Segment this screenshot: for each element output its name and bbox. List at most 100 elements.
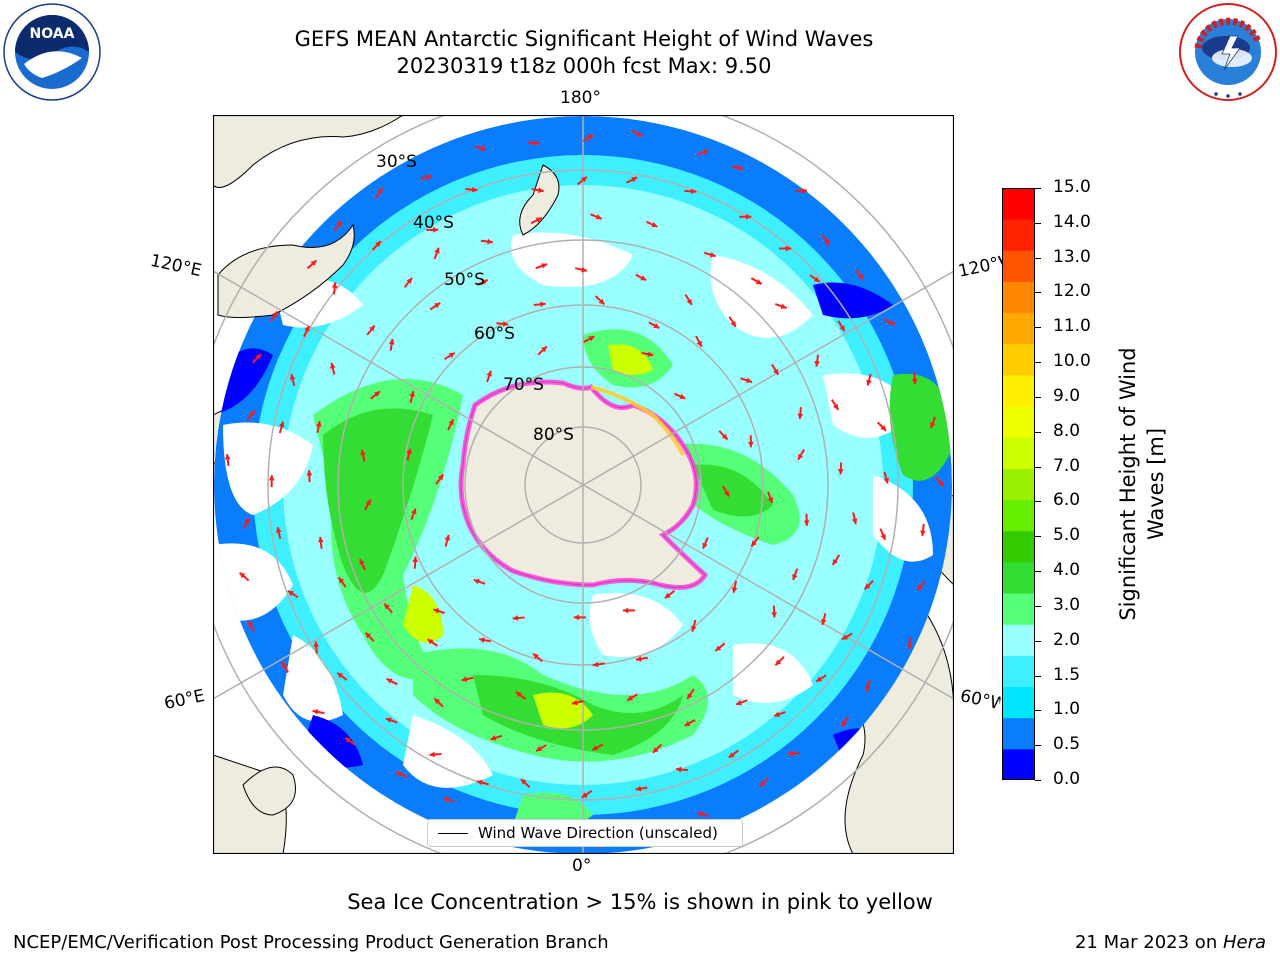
wave-arrow-head bbox=[331, 282, 338, 288]
footer-date-text: 21 Mar 2023 on bbox=[1074, 932, 1223, 953]
land-madagascar bbox=[242, 766, 296, 816]
wave-arrow-head bbox=[581, 266, 587, 273]
wave-arrow-head bbox=[721, 433, 728, 440]
colorbar-tick-label: 5.0 bbox=[1053, 525, 1081, 546]
colorbar-label: Significant Height of Wind Waves [m] bbox=[1114, 347, 1170, 620]
wave-arrow-head bbox=[429, 751, 435, 758]
wave-arrow-head bbox=[636, 131, 643, 137]
wave-arrow-head bbox=[386, 678, 393, 684]
colorbar-tick-label: 15.0 bbox=[1053, 177, 1091, 197]
wave-arrow-head bbox=[541, 346, 547, 353]
colorbar-tick-label: 1.0 bbox=[1053, 699, 1081, 720]
colorbar-segment bbox=[1002, 250, 1035, 282]
legend-line-swatch bbox=[438, 832, 468, 834]
wave-arrow-head bbox=[690, 625, 697, 632]
wave-arrow-head bbox=[287, 590, 294, 597]
colorbar-tick-mark bbox=[1035, 675, 1041, 677]
colorbar-tick-label: 4.0 bbox=[1053, 560, 1081, 581]
wind-wave-arrows bbox=[224, 129, 945, 849]
wave-arrow-head bbox=[664, 592, 671, 599]
lon-label-60e: 60°E bbox=[162, 685, 207, 715]
lon-label-0: 0° bbox=[572, 856, 592, 876]
wave-arrow-head bbox=[490, 735, 497, 741]
wave-arrow-head bbox=[731, 587, 738, 593]
wave-arrow-head bbox=[814, 360, 820, 367]
land-corner-top-left bbox=[213, 115, 404, 188]
legend-label: Wind Wave Direction (unscaled) bbox=[478, 824, 718, 842]
wave-arrow-head bbox=[803, 520, 810, 526]
colorbar-label-line-1: Significant Height of Wind bbox=[1116, 347, 1140, 621]
wave-arrow-head bbox=[652, 747, 659, 753]
wave-arrow-head bbox=[533, 653, 539, 660]
colorbar-tick-mark bbox=[1035, 327, 1041, 329]
wave-arrow-head bbox=[473, 578, 480, 585]
wave-arrow-head bbox=[938, 480, 944, 487]
colorbar-tick-label: 13.0 bbox=[1053, 246, 1091, 267]
wave-arrow-head bbox=[697, 811, 704, 818]
wave-arrow-head bbox=[801, 187, 807, 194]
colorbar-tick-mark bbox=[1035, 292, 1041, 294]
colorbar-segment bbox=[1002, 748, 1035, 781]
wave-arrow-head bbox=[748, 441, 754, 448]
wave-arrow-head bbox=[395, 771, 402, 778]
wave-arrow-head bbox=[622, 607, 629, 614]
wave-arrow-head bbox=[487, 238, 493, 245]
wave-arrow-head bbox=[690, 188, 697, 195]
wave-arrow-head bbox=[723, 490, 729, 497]
wave-arrow-head bbox=[587, 134, 594, 140]
lat-label-70s: 70°S bbox=[503, 375, 544, 395]
wave-arrow-head bbox=[823, 239, 830, 246]
wave-arrow-head bbox=[432, 226, 439, 233]
wave-arrow-head bbox=[759, 780, 766, 787]
footer-date: 21 Mar 2023 on Hera bbox=[1075, 932, 1266, 953]
wave-arrow-head bbox=[306, 470, 313, 476]
wave-arrow-head bbox=[329, 362, 336, 369]
wave-arrow-head bbox=[709, 251, 716, 258]
wave-arrow-head bbox=[360, 449, 366, 456]
colorbar-tick-label: 1.5 bbox=[1053, 664, 1081, 685]
wave-arrow-head bbox=[715, 645, 722, 651]
noaa-logo-text: NOAA bbox=[30, 26, 75, 42]
wave-arrow-head bbox=[533, 140, 539, 146]
wave-arrow-head bbox=[248, 621, 254, 628]
colorbar-tick-mark bbox=[1035, 605, 1041, 607]
colorbar-label-line-2: Waves [m] bbox=[1144, 427, 1168, 541]
wave-arrow-head bbox=[406, 277, 413, 284]
title-line-2: 20230319 t18z 000h fcst Max: 9.50 bbox=[396, 54, 772, 78]
wave-arrow-head bbox=[244, 517, 250, 524]
wave-arrow-head bbox=[481, 279, 488, 285]
wave-arrow-head bbox=[275, 527, 282, 533]
colorbar-tick-mark bbox=[1035, 745, 1041, 747]
wave-arrow-head bbox=[627, 695, 634, 701]
wave-arrow-head bbox=[249, 410, 255, 417]
lat-label-60s: 60°S bbox=[474, 324, 515, 344]
wave-arrow-head bbox=[476, 779, 483, 786]
wave-arrow-head bbox=[433, 608, 440, 614]
wave-arrow-head bbox=[365, 499, 371, 506]
wave-arrow-head bbox=[338, 577, 345, 584]
wave-arrow-head bbox=[502, 321, 509, 327]
wave-arrow-head bbox=[675, 766, 682, 773]
colorbar-segment bbox=[1002, 468, 1035, 501]
colorbar-tick-mark bbox=[1035, 188, 1041, 189]
wave-arrow-head bbox=[635, 656, 642, 662]
map-panel bbox=[212, 114, 955, 855]
wave-arrow-head bbox=[889, 319, 896, 325]
wave-arrow-head bbox=[797, 413, 804, 420]
wave-arrow-head bbox=[365, 632, 372, 639]
wave-arrow-head bbox=[434, 247, 440, 254]
wave-arrow-head bbox=[787, 750, 794, 757]
land-new-zealand bbox=[519, 164, 560, 236]
chart-title: GEFS MEAN Antarctic Significant Height o… bbox=[0, 26, 1168, 80]
wave-arrow-head bbox=[444, 534, 451, 541]
wave-arrow-head bbox=[384, 603, 390, 610]
colorbar-tick-mark bbox=[1035, 536, 1041, 538]
noaa-logo: NOAA bbox=[2, 2, 102, 102]
title-line-1: GEFS MEAN Antarctic Significant Height o… bbox=[294, 27, 874, 51]
colorbar-segment bbox=[1002, 717, 1035, 750]
wave-arrow-head bbox=[837, 469, 844, 475]
colorbar-segment bbox=[1002, 219, 1035, 251]
colorbar-segment bbox=[1002, 499, 1035, 532]
wave-arrow-head bbox=[541, 263, 548, 269]
wave-arrow-head bbox=[775, 659, 782, 666]
